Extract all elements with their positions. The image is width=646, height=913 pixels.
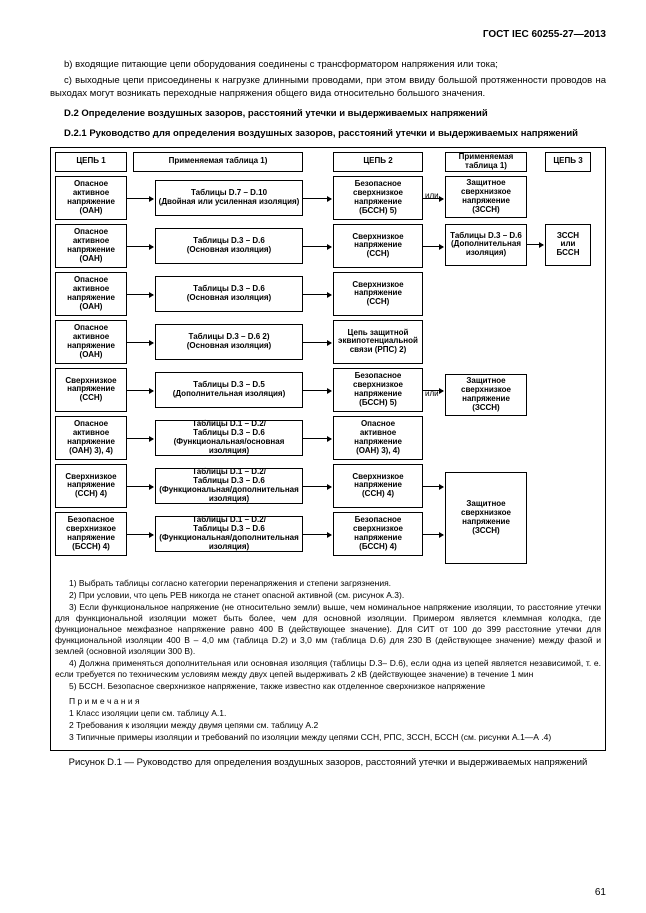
fn2: 2) При условии, что цепь PEB никогда не … — [55, 590, 601, 601]
right-box-4: Безопасноесверхнизкоенапряжение(БССН) 5) — [333, 368, 423, 412]
fn1: 1) Выбрать таблицы согласно категории пе… — [55, 578, 601, 589]
right-box-6: Сверхнизкоенапряжение(ССН) 4) — [333, 464, 423, 508]
hdr-c3: ЦЕПЬ 2 — [333, 152, 423, 172]
arrow-mr-7 — [303, 534, 331, 535]
ili-1: или — [425, 192, 439, 201]
arrow-lm-3 — [127, 342, 153, 343]
arrow-lm-7 — [127, 534, 153, 535]
prim3: 3 Типичные примеры изоляции и требований… — [55, 732, 601, 743]
left-box-4: Сверхнизкоенапряжение(ССН) — [55, 368, 127, 412]
arrow-lm-4 — [127, 390, 153, 391]
arrow-mr-1 — [303, 246, 331, 247]
mid-box-4: Таблицы D.3 – D.5(Дополнительная изоляци… — [155, 372, 303, 408]
right-box-3: Цепь защитнойэквипотенциальнойсвязи (РПС… — [333, 320, 423, 364]
hdr-c4: Применяемая таблица 1) — [445, 152, 527, 172]
right-box-7: Безопасноесверхнизкоенапряжение(БССН) 4) — [333, 512, 423, 556]
arrow-mr-5 — [303, 438, 331, 439]
arrow-mr-0 — [303, 198, 331, 199]
d21-head: D.2.1 Руководство для определения воздуш… — [50, 128, 606, 140]
right-box-5: Опасноеактивноенапряжение(ОАН) 3), 4) — [333, 416, 423, 460]
fn5: 5) БССН. Безопасное сверхнизкое напряжен… — [55, 681, 601, 692]
prim1: 1 Класс изоляции цепи см. таблицу А.1. — [55, 708, 601, 719]
mid-box-0: Таблицы D.7 – D.10(Двойная или усиленная… — [155, 180, 303, 216]
left-box-5: Опасноеактивноенапряжение(ОАН) 3), 4) — [55, 416, 127, 460]
arrow-r1 — [527, 244, 543, 245]
left-box-1: Опасноеактивноенапряжение(ОАН) — [55, 224, 127, 268]
c3-l3: БССН — [548, 249, 588, 258]
hdr-c2: Применяемая таблица 1) — [133, 152, 303, 172]
doc-header: ГОСТ IEC 60255-27—2013 — [50, 28, 606, 41]
right-box-2: Сверхнизкоенапряжение(ССН) — [333, 272, 423, 316]
ili-2: или — [425, 390, 439, 399]
arrow-mr-6 — [303, 486, 331, 487]
figure-caption: Рисунок D.1 — Руководство для определени… — [50, 757, 606, 769]
prim2: 2 Требования к изоляции между двумя цепя… — [55, 720, 601, 731]
arrow-lm-0 — [127, 198, 153, 199]
left-box-0: Опасноеактивноенапряжение(ОАН) — [55, 176, 127, 220]
arrow-mr-3 — [303, 342, 331, 343]
left-box-3: Опасноеактивноенапряжение(ОАН) — [55, 320, 127, 364]
mid-box-3: Таблицы D.3 – D.6 2)(Основная изоляция) — [155, 324, 303, 360]
mid-box-2: Таблицы D.3 – D.6(Основная изоляция) — [155, 276, 303, 312]
far-3: Защитное сверхнизкое напряжение (ЗССН) — [445, 472, 527, 564]
left-box-2: Опасноеактивноенапряжение(ОАН) — [55, 272, 127, 316]
figure-d1: ЦЕПЬ 1 Применяемая таблица 1) ЦЕПЬ 2 При… — [50, 147, 606, 752]
mid-box-5: Таблицы D.1 – D.2/Таблицы D.3 – D.6(Функ… — [155, 420, 303, 456]
arrow-mr-4 — [303, 390, 331, 391]
hdr-c5: ЦЕПЬ 3 — [545, 152, 591, 172]
arrow-rf-7 — [423, 534, 443, 535]
para-c: c) выходные цепи присоединены к нагрузке… — [50, 75, 606, 100]
arrow-mr-2 — [303, 294, 331, 295]
right-box-1: Сверхнизкоенапряжение(ССН) — [333, 224, 423, 268]
left-box-6: Сверхнизкоенапряжение(ССН) 4) — [55, 464, 127, 508]
prim-head: П р и м е ч а н и я — [55, 696, 601, 707]
footnotes: 1) Выбрать таблицы согласно категории пе… — [55, 578, 601, 744]
arrow-lm-1 — [127, 246, 153, 247]
para-b: b) входящие питающие цепи оборудования с… — [50, 59, 606, 71]
arrow-lm-6 — [127, 486, 153, 487]
mid-box-7: Таблицы D.1 – D.2/Таблицы D.3 – D.6(Функ… — [155, 516, 303, 552]
d2-head: D.2 Определение воздушных зазоров, расст… — [50, 108, 606, 120]
diagram: ЦЕПЬ 1 Применяемая таблица 1) ЦЕПЬ 2 При… — [55, 152, 601, 572]
far-0: Защитное сверхнизкое напряжение (ЗССН) — [445, 176, 527, 218]
far-2: Защитное сверхнизкое напряжение (ЗССН) — [445, 374, 527, 416]
fn3: 3) Если функциональное напряжение (не от… — [55, 602, 601, 657]
arrow-lm-2 — [127, 294, 153, 295]
arrow-rf-1 — [423, 246, 443, 247]
arrow-lm-5 — [127, 438, 153, 439]
mid-box-6: Таблицы D.1 – D.2/Таблицы D.3 – D.6(Функ… — [155, 468, 303, 504]
mid-box-1: Таблицы D.3 – D.6(Основная изоляция) — [155, 228, 303, 264]
far-1: Таблицы D.3 – D.6 (Дополнительная изоляц… — [445, 224, 527, 266]
right-box-0: Безопасноесверхнизкоенапряжение(БССН) 5) — [333, 176, 423, 220]
arrow-rf-6 — [423, 486, 443, 487]
circuit3-box: ЗССН или БССН — [545, 224, 591, 266]
hdr-c1: ЦЕПЬ 1 — [55, 152, 127, 172]
page-number: 61 — [595, 886, 606, 899]
fn4: 4) Должна применяться дополнительная или… — [55, 658, 601, 680]
left-box-7: Безопасноесверхнизкоенапряжение(БССН) 4) — [55, 512, 127, 556]
